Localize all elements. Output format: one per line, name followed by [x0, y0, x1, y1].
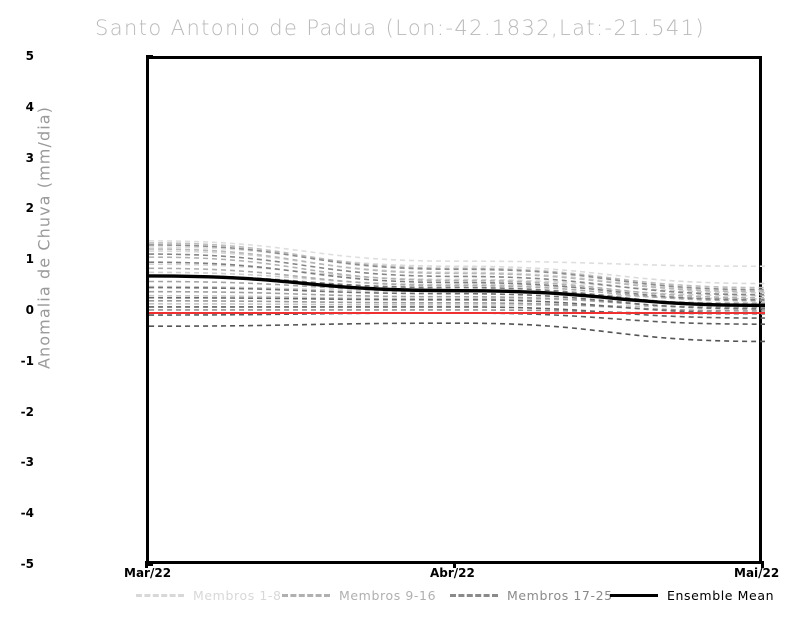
y-tick-label: 2 — [25, 201, 34, 216]
y-tick-label: -3 — [20, 455, 34, 470]
legend-line-icon — [282, 593, 330, 597]
x-tick-mark — [453, 561, 456, 568]
ensemble-member-line — [149, 306, 765, 319]
x-tick-label: Mai/22 — [734, 566, 780, 580]
page-title: Santo Antonio de Padua (Lon:-42.1832,Lat… — [95, 16, 705, 40]
ensemble-member-line — [149, 248, 765, 293]
y-tick-label: 1 — [25, 252, 34, 267]
legend-item[interactable]: Membros 1-8 — [136, 586, 282, 604]
y-tick-mark — [146, 563, 153, 566]
legend-line-icon — [610, 593, 658, 597]
legend-line-icon — [450, 593, 498, 597]
legend-label: Ensemble Mean — [667, 587, 775, 603]
ensemble-member-line — [149, 244, 765, 291]
x-tick-mark — [761, 561, 764, 568]
plot-lines — [149, 240, 765, 343]
ensemble-mean-line — [149, 274, 765, 308]
ensemble-member-line — [149, 242, 765, 289]
x-tick-label: Abr/22 — [430, 566, 475, 580]
y-tick-label: 4 — [25, 99, 34, 114]
legend-item[interactable]: Ensemble Mean — [610, 586, 774, 604]
x-tick-mark — [145, 561, 148, 568]
ensemble-member-line — [149, 300, 765, 312]
legend-item[interactable]: Membros 17-25 — [450, 586, 613, 604]
y-tick-label: 0 — [25, 303, 34, 317]
x-tick-label: Mar/22 — [124, 566, 172, 580]
ensemble-member-line — [149, 296, 765, 314]
y-tick-label: -5 — [20, 557, 34, 571]
y-tick-label: -4 — [20, 506, 34, 521]
y-tick-label: -2 — [20, 404, 34, 419]
y-tick-label: 5 — [25, 49, 34, 63]
legend: Membros 1-8 Membros 9-16 Membros 17-25 Ense… — [0, 586, 800, 604]
ensemble-member-line — [149, 286, 765, 310]
ensemble-member-line — [149, 253, 765, 296]
ensemble-member-line — [149, 322, 765, 343]
y-tick-label: -1 — [20, 353, 34, 368]
legend-label: Membros 9-16 — [339, 587, 437, 603]
ensemble-member-line — [149, 240, 765, 268]
y-axis-label: Anomalia de Chuva (mm/dia) — [34, 106, 54, 369]
legend-line-icon — [136, 593, 184, 597]
ensemble-member-line — [149, 303, 765, 308]
ensemble-member-line — [149, 267, 765, 302]
ensemble-member-line — [149, 246, 765, 285]
legend-label: Membros 17-25 — [507, 587, 613, 603]
ensemble-member-line — [149, 261, 765, 301]
ensemble-member-line — [149, 250, 765, 292]
legend-item[interactable]: Membros 9-16 — [282, 586, 436, 604]
legend-label: Membros 1-8 — [193, 587, 282, 603]
y-tick-label: 3 — [25, 150, 34, 165]
ensemble-member-line — [149, 263, 765, 294]
plot-area — [146, 56, 765, 564]
ensemble-member-line — [149, 256, 765, 299]
